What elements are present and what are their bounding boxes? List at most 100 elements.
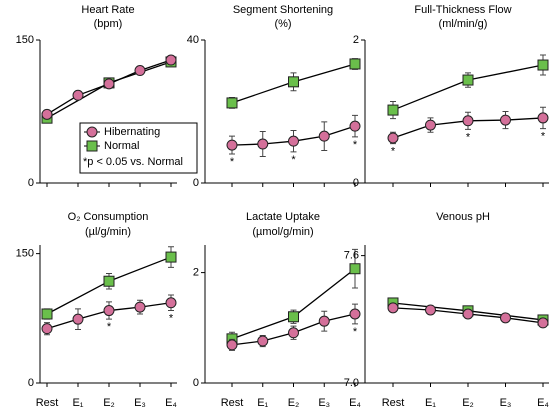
hibernating-point [349, 120, 361, 132]
hibernating-point [387, 132, 399, 144]
hibernating-point [288, 327, 299, 339]
significance-marker: * [466, 131, 471, 143]
y-tick-label: 7.6 [344, 250, 359, 262]
hibernating-point [349, 308, 361, 320]
legend-symbol [86, 126, 98, 138]
x-tick-label: E₁ [257, 397, 268, 409]
x-tick-label: Rest [36, 397, 59, 409]
panel-subtitle: (bpm) [94, 18, 123, 30]
normal-point [288, 311, 299, 323]
normal-point [349, 263, 361, 275]
panel: O₂ Consumption (µl/g/min) 0 150 Rest E₁ E₂ E₃ E₄… [16, 211, 178, 409]
panel-subtitle: (µmol/g/min) [252, 226, 313, 238]
normal-point [226, 97, 238, 109]
hibernating-point [165, 54, 177, 66]
y-tick-label: 150 [16, 34, 34, 46]
hibernating-point [462, 308, 474, 320]
panel: Full-Thickness Flow (ml/min/g) 0 2 * * * [353, 4, 549, 189]
panel-title: Lactate Uptake [246, 211, 320, 223]
normal-point [349, 58, 361, 70]
panel: Heart Rate (bpm) 0 150 Hibernating Normal *p <… [16, 4, 198, 189]
panel: Lactate Uptake (µmol/g/min) 0 2 Rest E₁ E₂ E₃ E₄… [193, 211, 362, 409]
legend-box [79, 122, 198, 174]
hibernating-point [226, 339, 238, 351]
panel-subtitle: (ml/min/g) [439, 18, 488, 30]
hibernating-point [72, 89, 84, 101]
significance-marker: * [107, 321, 112, 333]
panel: Segment Shortening (%) 0 40 * * * [187, 4, 361, 189]
hibernating-point [288, 135, 299, 147]
normal-point [537, 59, 549, 71]
legend-label: Normal [104, 140, 139, 152]
hibernating-point [318, 130, 330, 142]
normal-point [387, 104, 399, 116]
x-tick-label: Rest [382, 397, 405, 409]
hibernating-point [462, 115, 474, 127]
x-tick-label: E₂ [462, 397, 474, 409]
y-tick-label: 0 [353, 177, 359, 189]
normal-point [165, 251, 177, 263]
panel-title: Segment Shortening [233, 4, 333, 16]
significance-marker: * [291, 154, 296, 166]
hibernating-point [41, 323, 53, 335]
panel-title: Heart Rate [81, 4, 134, 16]
panel: Venous pH 7.0 7.6 Rest E₁ E₂ E₃ E₄ [344, 211, 550, 409]
y-tick-label: 2 [353, 34, 359, 46]
x-tick-label: E₁ [425, 397, 436, 409]
panel-title: Venous pH [436, 211, 490, 223]
legend-symbol [86, 140, 98, 152]
hibernating-point [165, 297, 177, 309]
y-tick-label: 0 [28, 377, 34, 389]
hibernating-point [425, 304, 436, 316]
hibernating-point [425, 119, 436, 131]
significance-marker: * [230, 156, 235, 168]
normal-point [462, 74, 474, 86]
hibernating-point [226, 139, 238, 151]
x-tick-label: E₃ [134, 397, 146, 409]
significance-marker: * [169, 312, 174, 324]
x-tick-label: E₃ [500, 397, 512, 409]
panel-title: Full-Thickness Flow [414, 4, 511, 16]
hibernating-point [72, 313, 84, 325]
hibernating-point [134, 65, 146, 77]
hibernating-point [103, 78, 115, 90]
x-tick-label: E₄ [349, 397, 361, 409]
y-tick-label: 0 [193, 377, 199, 389]
x-tick-label: E₂ [103, 397, 115, 409]
y-tick-label: 0 [28, 177, 34, 189]
x-tick-label: E₃ [318, 397, 330, 409]
hibernating-point [500, 114, 511, 126]
legend-note: *p < 0.05 vs. Normal [83, 156, 183, 168]
hibernating-point [500, 312, 511, 324]
normal-point [103, 275, 115, 287]
significance-marker: * [541, 131, 546, 143]
hibernating-point [537, 317, 549, 329]
hibernating-point [257, 138, 269, 150]
y-tick-label: 150 [16, 248, 34, 260]
significance-marker: * [353, 326, 358, 338]
hibernating-point [257, 335, 269, 347]
x-tick-label: E₁ [72, 397, 83, 409]
y-tick-label: 40 [187, 34, 199, 46]
legend-label: Hibernating [104, 126, 160, 138]
hibernating-point [41, 108, 53, 120]
hibernating-point [318, 315, 330, 327]
hibernating-point [103, 305, 115, 317]
panel-subtitle: (%) [274, 18, 291, 30]
significance-marker: * [391, 146, 396, 158]
normal-point [288, 76, 299, 88]
x-tick-label: E₂ [288, 397, 300, 409]
x-tick-label: Rest [221, 397, 244, 409]
hibernating-point [537, 112, 549, 124]
normal-point [41, 308, 53, 320]
x-tick-label: E₄ [165, 397, 177, 409]
panel-subtitle: (µl/g/min) [85, 226, 131, 238]
panel-title: O₂ Consumption [68, 211, 149, 223]
significance-marker: * [353, 139, 358, 151]
series-line [46, 61, 172, 119]
y-tick-label: 0 [193, 177, 199, 189]
hibernating-point [387, 302, 399, 314]
hibernating-point [134, 301, 146, 313]
x-tick-label: E₄ [537, 397, 549, 409]
